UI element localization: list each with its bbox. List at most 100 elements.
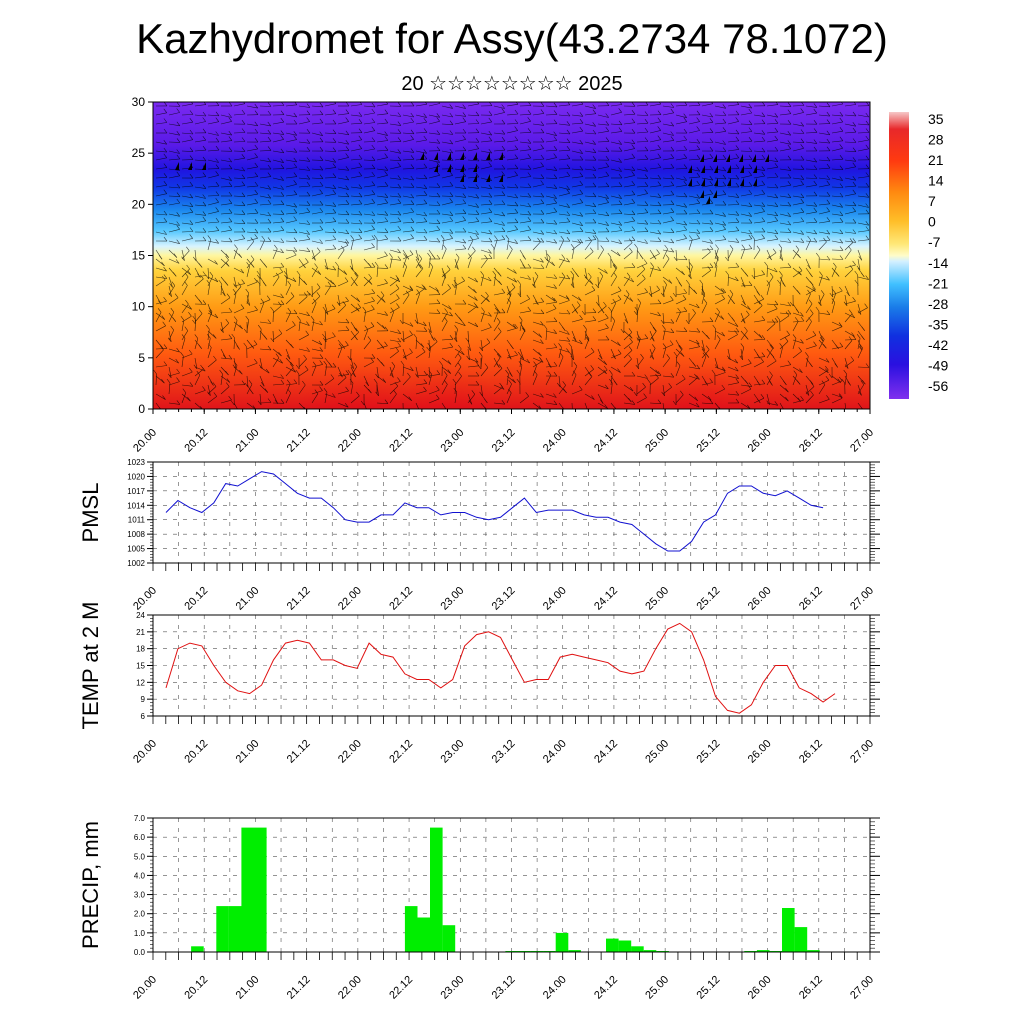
wind-barb [233,204,246,206]
wind-barb [636,158,649,161]
wind-barb [545,240,557,244]
wind-barb-feather [579,139,584,145]
wind-barb [571,330,577,342]
wind-barb-feather [176,198,181,204]
wind-barb-feather [172,272,177,277]
wind-barb [584,239,596,242]
wind-barb [259,150,272,152]
wind-barb-feather [865,135,870,141]
wind-barb-feather [254,198,259,204]
wind-barb-feather [260,382,265,387]
x-tick-label: 23.12 [490,738,518,766]
wind-barb-feather [839,183,844,188]
wind-barb-feather [462,146,467,151]
wind-barb [857,230,869,233]
wind-barb [571,305,581,314]
wind-barb [272,305,282,314]
wind-barb-feather [292,277,297,282]
wind-barb [467,159,480,162]
wind-barb [740,347,745,359]
wind-barb-feather [683,176,687,181]
x-tick-label: 25.12 [695,585,723,613]
wind-barb-feather [267,102,272,107]
wind-barb [558,276,566,287]
wind-barb-feather [741,283,746,288]
wind-barb-feather [397,248,401,254]
wind-barb [740,175,752,179]
wind-barb-feather [864,303,868,308]
wind-barb-feather [527,193,532,198]
wind-barb-feather [668,383,672,388]
wind-barb-feather [670,216,674,221]
wind-barb-feather [176,121,181,126]
wind-barb-feather [417,408,418,409]
wind-barb-feather [358,219,363,225]
wind-barb-feather [267,110,272,116]
wind-barb [792,123,804,127]
wind-barb [844,313,853,323]
wind-barb [259,239,265,251]
wind-barb-feather [303,280,308,285]
wind-pennant [713,190,717,198]
wind-barb [285,274,288,287]
wind-barb-feather [474,277,478,283]
wind-barb-feather [809,309,814,314]
wind-barb [272,333,283,341]
wind-barb-feather [579,126,584,132]
colorbar-label: 14 [928,173,944,189]
wind-barb-feather [322,337,327,343]
wind-barb-feather [449,104,453,109]
wind-barb [389,311,395,323]
wind-barb [337,157,349,161]
wind-barb-feather [410,129,415,134]
wind-barb [636,357,644,368]
wind-barb-feather [263,263,268,268]
wind-barb-feather [761,171,766,177]
x-tick-label: 20.12 [182,585,210,613]
wind-barb-feather [228,237,233,243]
wind-barb-feather [449,335,454,340]
wind-barb-feather [800,208,805,213]
wind-barb-feather [683,117,688,122]
y-tick-label: 9 [141,695,146,704]
wind-barb-feather [473,302,478,307]
wind-barb-feather [566,296,570,301]
wind-barb [207,149,220,152]
wind-barb-feather [356,297,360,302]
wind-barb [831,204,843,208]
wind-barb [584,267,588,279]
wind-barb-feather [368,273,372,279]
wind-barb [714,357,719,369]
wind-barb-feather [462,117,467,122]
wind-barb [376,402,389,404]
wind-barb-feather [332,119,337,125]
wind-barb-feather [215,191,220,196]
wind-barb-feather [267,398,272,403]
wind-barb-feather [342,373,347,378]
wind-barb [220,240,233,243]
wind-barb [675,204,687,208]
wind-barb [792,399,804,404]
wind-barb-feather [267,157,272,163]
wind-barb [389,365,396,377]
wind-barb [753,319,765,323]
wind-barb-feather [501,221,505,226]
wind-barb [441,312,448,323]
wind-barb [428,321,432,333]
wind-barb [857,239,869,242]
wind-barb-feather [306,247,311,252]
wind-barb-feather [642,382,646,388]
wind-barb-feather [731,299,735,304]
wind-barb-feather [838,394,843,399]
wind-barb-feather [562,326,566,332]
wind-barb-feather [423,163,428,168]
wind-barb [441,185,453,188]
wind-barb [337,186,349,190]
wind-barb-feather [825,365,829,371]
wind-barb [545,186,557,189]
wind-barb-feather [228,117,232,122]
wind-barb-feather [457,353,462,359]
wind-barb-feather [537,237,541,243]
wind-barb [662,358,670,368]
wind-barb-feather [267,136,272,142]
